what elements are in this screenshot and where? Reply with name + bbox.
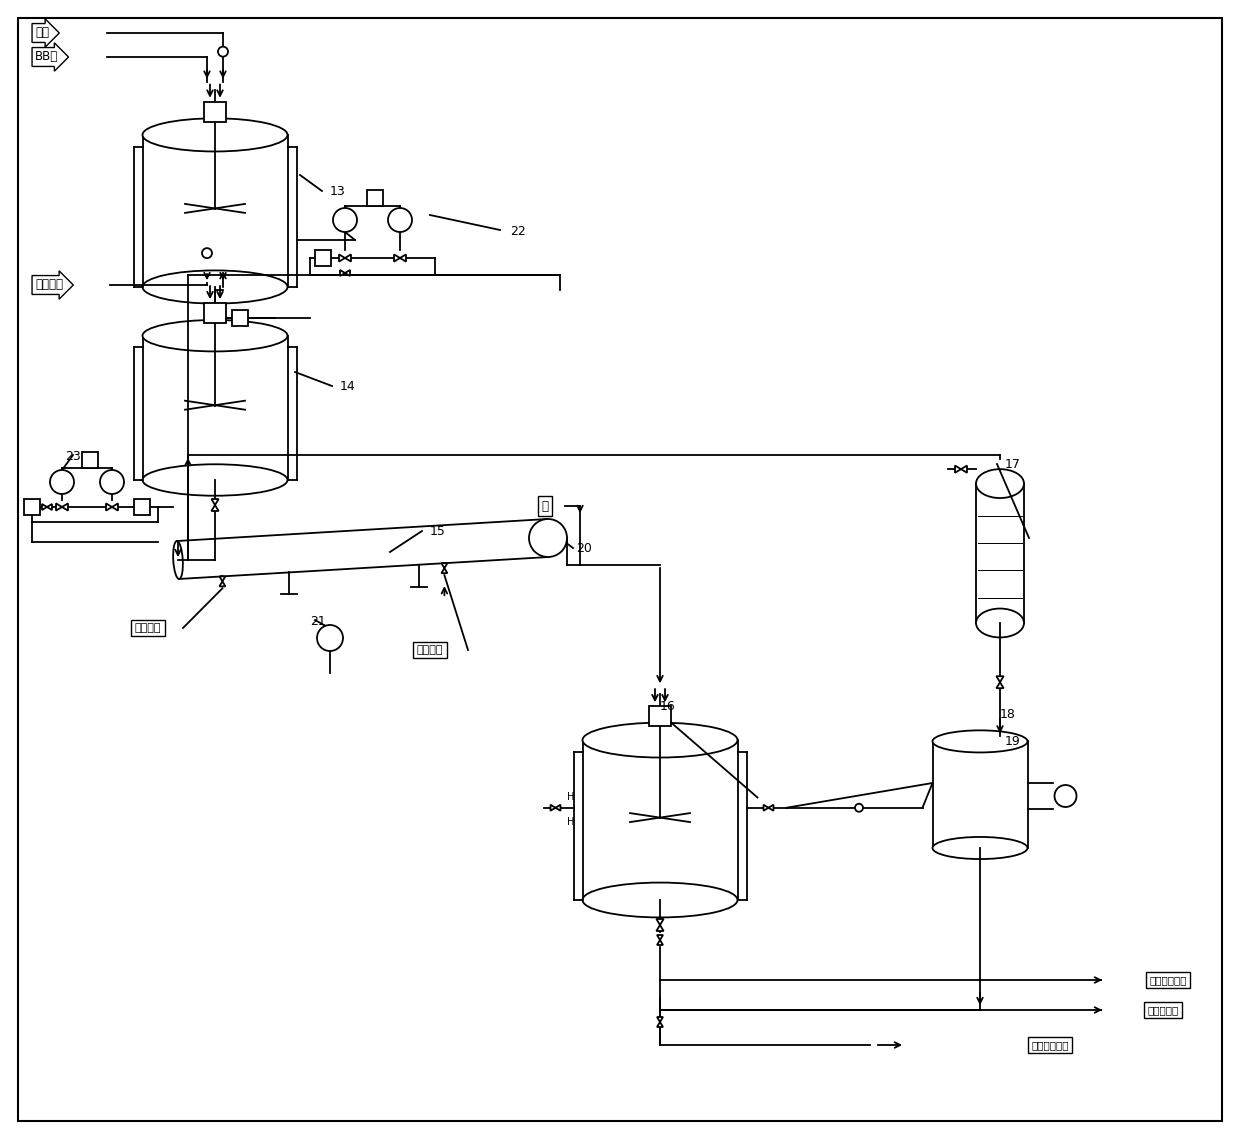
Polygon shape [769,805,774,811]
Polygon shape [340,270,345,276]
Text: 发烟硫酸: 发烟硫酸 [35,279,63,292]
Polygon shape [551,805,556,811]
Polygon shape [62,503,68,510]
Circle shape [529,519,567,557]
Text: 22: 22 [510,226,526,238]
Polygon shape [211,312,218,318]
Ellipse shape [932,837,1028,859]
Text: BB酸: BB酸 [35,50,58,64]
Polygon shape [56,503,62,510]
Polygon shape [657,940,663,945]
Text: 21: 21 [310,615,326,628]
Polygon shape [657,1017,663,1022]
Bar [143,134,288,287]
Bar [143,336,288,480]
Bar [82,452,98,468]
Text: 导热油进: 导热油进 [417,645,443,655]
Text: 13: 13 [330,185,346,198]
Polygon shape [105,503,112,510]
Polygon shape [47,503,52,510]
Ellipse shape [976,469,1024,498]
Circle shape [202,248,212,259]
Text: 20: 20 [577,542,591,555]
Ellipse shape [143,465,288,495]
Circle shape [100,470,124,494]
Polygon shape [961,466,967,473]
Polygon shape [556,805,560,811]
Circle shape [856,804,863,812]
Polygon shape [997,682,1003,688]
Circle shape [50,470,74,494]
Text: H: H [567,817,574,827]
Polygon shape [211,306,218,312]
Polygon shape [211,505,218,511]
Bar [205,101,226,122]
Polygon shape [656,919,663,925]
Text: 16: 16 [660,700,676,713]
Text: 副产品废硫酸: 副产品废硫酸 [1032,1040,1069,1050]
Bar [976,484,1024,623]
Circle shape [317,625,343,652]
Polygon shape [441,563,448,568]
Text: 15: 15 [430,525,446,538]
Circle shape [388,208,412,232]
Text: 水: 水 [542,500,548,513]
Polygon shape [441,568,448,573]
Ellipse shape [976,608,1024,638]
Text: 19: 19 [1004,735,1021,748]
Ellipse shape [174,541,182,579]
Circle shape [1054,785,1076,808]
Circle shape [334,208,357,232]
Text: 导热油出: 导热油出 [135,623,161,633]
Text: H: H [567,793,574,803]
Circle shape [218,47,228,57]
Polygon shape [997,677,1003,682]
Polygon shape [401,254,405,262]
Text: 18: 18 [999,708,1016,721]
Polygon shape [339,254,345,262]
Polygon shape [345,270,350,276]
Text: 起蒽醌粗品: 起蒽醌粗品 [1147,1005,1179,1015]
Bar [367,190,383,206]
Bar [649,706,671,727]
Polygon shape [764,805,769,811]
Bar [315,249,331,267]
Ellipse shape [583,722,738,757]
Text: 14: 14 [340,380,356,393]
Polygon shape [219,581,226,587]
Polygon shape [657,1022,663,1027]
Polygon shape [656,925,663,931]
Ellipse shape [143,270,288,304]
Ellipse shape [143,118,288,151]
Polygon shape [42,503,47,510]
Polygon shape [657,935,663,940]
Bar [232,310,248,326]
Polygon shape [955,466,961,473]
Polygon shape [394,254,401,262]
Polygon shape [219,576,226,581]
Text: 溶剂: 溶剂 [35,26,50,40]
Bar [205,303,226,323]
Bar [24,499,40,515]
Bar [583,740,738,900]
Polygon shape [345,254,351,262]
Text: 23: 23 [64,450,81,462]
Ellipse shape [143,320,288,352]
Ellipse shape [932,730,1028,753]
Bar [134,499,150,515]
Bar [932,741,1028,849]
Text: 17: 17 [1004,458,1021,472]
Ellipse shape [583,883,738,917]
Polygon shape [112,503,118,510]
Text: 回收溶剂循环: 回收溶剂循环 [1149,975,1187,985]
Polygon shape [211,499,218,505]
